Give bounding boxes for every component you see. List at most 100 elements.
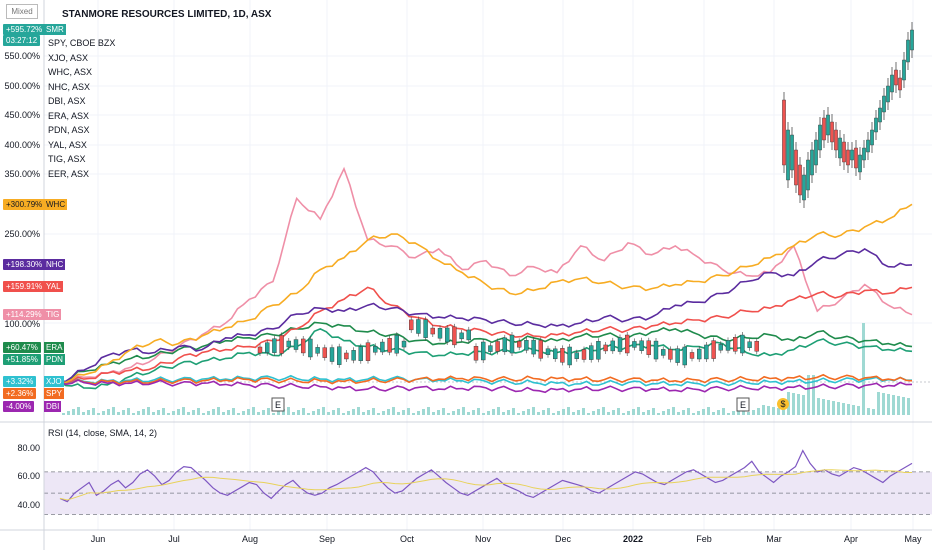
- volume-bar: [697, 411, 700, 415]
- xjo-tag: XJO: [44, 376, 64, 387]
- volume-bar: [727, 413, 730, 415]
- volume-bar: [402, 410, 405, 415]
- smr-candle: [596, 341, 601, 360]
- smr-candle: [747, 341, 752, 348]
- smr-candle: [265, 342, 270, 353]
- volume-bar: [467, 412, 470, 415]
- smr-candle: [826, 114, 830, 136]
- volume-bar: [722, 408, 725, 415]
- tig-tag: TIG: [44, 309, 62, 320]
- volume-bar: [827, 400, 830, 415]
- volume-bar: [192, 410, 195, 415]
- volume-bar: [262, 410, 265, 415]
- smr-candle: [466, 329, 471, 341]
- smr-candle: [858, 154, 862, 173]
- smr-candle: [481, 341, 486, 361]
- volume-bar: [347, 411, 350, 415]
- earnings-marker-aug[interactable]: E: [271, 397, 285, 412]
- volume-bar: [677, 412, 680, 415]
- legend-item-spy: SPY, CBOE BZX: [48, 38, 115, 48]
- x-tick-jul: Jul: [168, 534, 180, 544]
- volume-bar: [387, 409, 390, 415]
- volume-bar: [297, 410, 300, 415]
- volume-bar: [772, 407, 775, 415]
- volume-bar: [852, 405, 855, 415]
- y-tick-550: 550.00%: [4, 51, 40, 61]
- volume-bar: [797, 394, 800, 415]
- volume-bar: [187, 412, 190, 415]
- volume-bar: [537, 412, 540, 415]
- smr-candle: [538, 340, 543, 359]
- volume-bar: [342, 413, 345, 415]
- smr-candle: [862, 147, 866, 161]
- volume-bar: [482, 413, 485, 415]
- x-tick-apr: Apr: [844, 534, 858, 544]
- volume-bar: [777, 408, 780, 415]
- volume-bar: [432, 412, 435, 415]
- volume-bar: [902, 397, 905, 415]
- volume-bar: [132, 413, 135, 415]
- smr-candle: [452, 326, 457, 346]
- volume-bar: [302, 408, 305, 415]
- smr-candle: [689, 352, 695, 359]
- volume-bar: [217, 407, 220, 415]
- volume-bar: [817, 398, 820, 415]
- series-line-dbi: [59, 379, 913, 394]
- smr-candle: [272, 338, 277, 353]
- smr-candle: [668, 349, 673, 360]
- earnings-marker-feb[interactable]: E: [736, 397, 750, 412]
- volume-bar: [782, 409, 785, 415]
- y-tick-500: 500.00%: [4, 81, 40, 91]
- volume-bar: [577, 410, 580, 415]
- volume-bar: [332, 410, 335, 415]
- smr-candle: [358, 346, 363, 361]
- volume-bar: [867, 408, 870, 415]
- scale-mode-badge[interactable]: Mixed: [6, 4, 38, 19]
- smr-candle: [639, 340, 644, 351]
- smr-candle: [445, 327, 450, 343]
- smr-candle: [502, 337, 507, 353]
- y-tick-100: 100.00%: [4, 319, 40, 329]
- legend-item-xjo: XJO, ASX: [48, 53, 88, 63]
- rsi-tick-80: 80.00: [17, 443, 40, 453]
- volume-bar: [717, 410, 720, 415]
- volume-bar: [512, 408, 515, 415]
- nhc-badge: +198.30%: [3, 259, 46, 270]
- smr-candle: [625, 334, 630, 354]
- series-lines: [59, 166, 913, 394]
- nhc-tag: NHC: [44, 259, 66, 270]
- smr-candle: [617, 337, 623, 352]
- smr-candle: [517, 341, 522, 348]
- volume-bar: [312, 411, 315, 415]
- smr-candle: [866, 139, 870, 153]
- volume-bar: [222, 412, 225, 415]
- volume-bar: [472, 410, 475, 415]
- x-tick-aug: Aug: [242, 534, 258, 544]
- smr-candle: [782, 99, 786, 166]
- smr-candle: [740, 334, 745, 354]
- volume-bar: [517, 413, 520, 415]
- dividend-marker[interactable]: $: [777, 398, 789, 410]
- smr-candle: [754, 341, 759, 352]
- volume-bar: [732, 411, 735, 415]
- x-tick-dec: Dec: [555, 534, 572, 544]
- volume-bar: [567, 407, 570, 415]
- rsi-label: RSI (14, close, SMA, 14, 2): [48, 428, 157, 438]
- volume-bar: [127, 408, 130, 415]
- legend-item-whc: WHC, ASX: [48, 67, 92, 77]
- volume-bar: [692, 413, 695, 415]
- volume-bar: [592, 411, 595, 415]
- smr-candle: [878, 107, 882, 123]
- smr-candles: [257, 22, 914, 368]
- smr-candle: [293, 339, 299, 350]
- smr-candle: [373, 346, 378, 353]
- volume-bar: [837, 402, 840, 415]
- smr-candle: [733, 337, 738, 352]
- volume-bar: [507, 410, 510, 415]
- smr-candle: [351, 350, 356, 361]
- smr-candle: [279, 335, 284, 354]
- volume-bar: [612, 410, 615, 415]
- smr-candle: [344, 352, 349, 360]
- smr-candle: [697, 348, 702, 360]
- volume-bar: [67, 411, 70, 415]
